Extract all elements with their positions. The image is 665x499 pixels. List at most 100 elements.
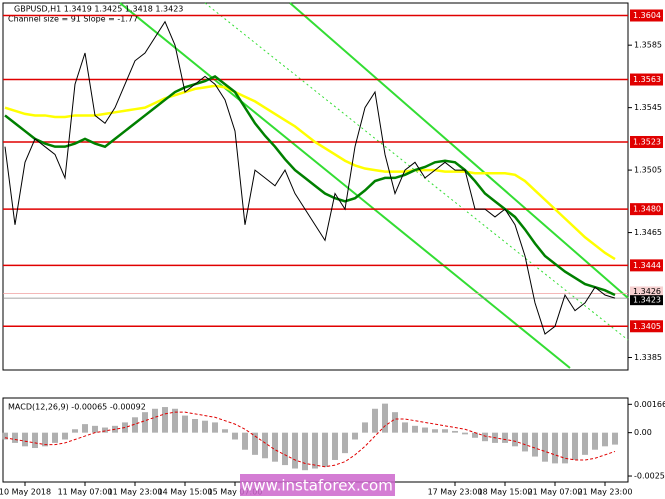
macd-bar [172,408,178,433]
x-tick-label: 11 May 23:00 [108,488,163,497]
macd-bar [32,432,38,449]
macd-bar [92,425,98,433]
macd-bar [432,429,438,433]
series-line [4,74,616,297]
macd-bar [42,432,48,447]
macd-bar [162,407,168,433]
macd-bar [302,432,308,471]
level-box [630,73,663,86]
macd-bar [222,429,228,433]
chart-subtitle: Channel size = 91 Slope = -1.77 [8,15,138,24]
y-tick-label: 1.3505 [634,166,662,175]
macd-bar [102,427,108,433]
macd-bar [412,425,418,433]
macd-bar [52,432,58,443]
macd-bar [232,432,238,440]
macd-bar [142,412,148,433]
macd-bar [342,432,348,454]
macd-bar [72,429,78,433]
macd-bar [252,432,258,455]
level-box [630,320,663,333]
macd-bar [522,432,528,452]
macd-bar [452,430,458,433]
macd-bar [382,403,388,433]
x-tick-label: 15 May 07:00 [208,488,263,497]
x-tick-label: 18 May 15:00 [478,488,533,497]
channel-middle [204,2,629,341]
macd-bar [282,432,288,466]
level-label: 1.3523 [633,137,661,146]
level-label: 1.3405 [633,322,661,331]
price-frame [2,2,629,371]
macd-bar [292,432,298,469]
macd-bar [572,432,578,460]
x-tick-label: 21 May 07:00 [528,488,583,497]
macd-title: MACD(12,26,9) -0.00065 -0.00092 [8,403,146,412]
price-box [630,286,663,297]
y-tick-label: 0.00 [634,428,652,437]
macd-bar [582,432,588,455]
macd-bar [152,408,158,433]
x-tick-label: 11 May 07:00 [58,488,113,497]
macd-bar [132,417,138,433]
macd-bar [462,432,468,435]
y-tick-label: -0.00254 [634,472,665,481]
macd-bar [62,432,68,440]
channel-lower [119,2,571,369]
watermark: www.instaforex.com [241,477,393,495]
macd-bar [612,432,618,445]
macd-bar [402,422,408,433]
macd-bar [12,432,18,443]
macd-bar [552,432,558,464]
macd-bar [482,432,488,442]
macd-bar [442,429,448,433]
macd-bar [562,432,568,464]
macd-bar [352,432,358,440]
series-line [4,20,616,335]
x-tick-label: 21 May 23:00 [578,488,633,497]
macd-bar [512,432,518,447]
macd-bar [362,422,368,433]
x-tick-label: 17 May 23:00 [428,488,483,497]
macd-bar [472,432,478,438]
price-box [630,295,663,306]
macd-bar [322,432,328,467]
price-label: 1.3423 [633,296,661,305]
macd-bar [312,432,318,469]
macd-bar [182,415,188,433]
y-tick-label: 1.3465 [634,228,662,237]
y-tick-label: 0.00166 [634,400,665,409]
x-tick-label: 14 May 15:00 [158,488,213,497]
macd-bar [532,432,538,457]
level-label: 1.3480 [633,205,661,214]
level-label: 1.3444 [633,261,661,270]
macd-bar [592,432,598,450]
x-tick-label: 10 May 2018 [0,488,51,497]
macd-bar [422,427,428,433]
macd-bar [82,424,88,433]
macd-bar [272,432,278,462]
level-label: 1.3604 [633,11,661,20]
series-line [4,84,616,261]
macd-bar [262,432,268,459]
y-tick-label: 1.3585 [634,41,662,50]
level-label: 1.3563 [633,75,661,84]
macd-bar [212,422,218,433]
macd-bar [202,420,208,433]
macd-bar [502,432,508,443]
macd-bar [2,432,8,440]
macd-bar [22,432,28,447]
macd-bar [192,419,198,433]
level-box [630,203,663,216]
macd-bar [542,432,548,462]
level-box [630,9,663,22]
macd-bar [372,408,378,433]
channel-upper [289,2,629,299]
y-tick-label: 1.3385 [634,353,662,362]
price-label: 1.3426 [633,287,661,296]
level-box [630,135,663,148]
macd-bar [242,432,248,450]
macd-bar [602,432,608,447]
